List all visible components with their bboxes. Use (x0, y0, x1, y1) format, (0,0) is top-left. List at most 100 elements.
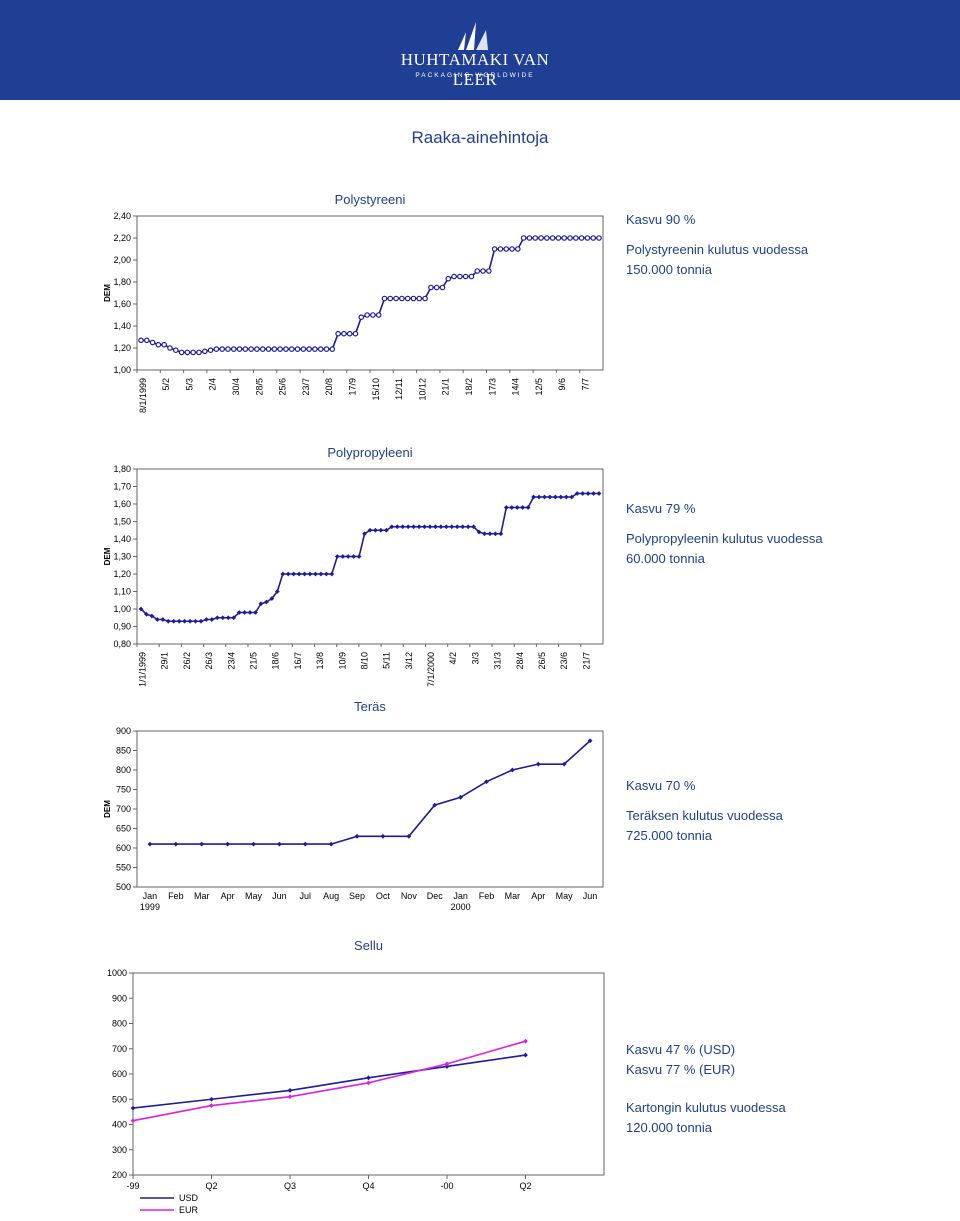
data-point (367, 527, 373, 533)
y-tick-label: 900 (116, 726, 131, 736)
data-point (587, 738, 593, 744)
note-line: Polystyreenin kulutus vuodessa (626, 242, 809, 257)
data-point (190, 349, 196, 356)
data-point (362, 531, 367, 537)
x-tick-label: 3/12 (404, 652, 414, 670)
x-tick-label: 21/7 (581, 652, 591, 670)
data-point (254, 346, 260, 352)
note-line: Polypropyleenin kulutus vuodessa (626, 531, 823, 546)
data-point (427, 524, 433, 530)
y-tick-label: 1,40 (113, 321, 131, 331)
series-line (140, 492, 599, 623)
x-tick-label: -99 (126, 1181, 139, 1191)
x-tick-label: Mar (194, 891, 210, 901)
data-point (474, 268, 481, 274)
data-point (482, 531, 487, 537)
data-point (520, 505, 526, 510)
x-tick-label: Oct (376, 891, 391, 901)
x-tick-label: Feb (479, 891, 495, 901)
data-point (558, 494, 564, 500)
data-point (144, 611, 149, 617)
data-point (280, 571, 286, 577)
data-point (428, 284, 434, 291)
data-point (509, 505, 515, 510)
data-point (375, 312, 382, 318)
x-tick-label: Jan (143, 891, 158, 901)
plot-frame (132, 972, 605, 1176)
data-point (460, 524, 466, 530)
y-tick-label: 800 (112, 1019, 127, 1029)
data-point (561, 761, 567, 767)
y-axis-label: DEM (103, 547, 112, 565)
y-tick-label: 2,40 (113, 211, 131, 221)
steel-chart: Teräs 500 550 600 650 700 750 800 850 900 DEM Jan Fe… (103, 699, 604, 912)
data-point (176, 618, 182, 624)
data-point (352, 330, 359, 337)
x-tick-label: Dec (427, 891, 444, 901)
x-tick-label: 8/1/1999 (138, 378, 148, 413)
data-point (509, 767, 515, 773)
data-point (411, 524, 417, 530)
x-tick-label: Jun (583, 891, 598, 901)
data-point (201, 348, 208, 355)
data-point (578, 235, 585, 241)
data-point (225, 346, 231, 352)
data-point (149, 613, 155, 619)
data-point (323, 571, 329, 577)
x-tick-label: 5/11 (382, 652, 392, 669)
x-tick-label: 12/5 (534, 378, 544, 396)
data-point (173, 841, 179, 847)
data-point (147, 841, 153, 847)
data-point (520, 235, 527, 241)
data-point (313, 571, 318, 577)
note-line: Teräksen kulutus vuodessa (626, 808, 783, 823)
data-point (264, 599, 269, 605)
y-tick-label: 1,50 (113, 517, 131, 527)
data-point (439, 284, 446, 291)
data-point (199, 841, 205, 847)
data-point (291, 571, 297, 577)
data-point (387, 295, 394, 302)
data-point (393, 295, 399, 302)
data-point (184, 349, 191, 356)
data-point (346, 330, 353, 337)
data-point (366, 1080, 371, 1086)
x-tick-label: 18/2 (464, 378, 474, 396)
x-tick-label: Apr (221, 891, 235, 901)
sail-logo-icon (458, 22, 488, 50)
data-point (476, 529, 482, 535)
y-tick-label: 2,20 (113, 233, 131, 243)
data-point (161, 341, 167, 348)
data-point (149, 339, 156, 346)
note-polystyrene: Kasvu 90 % Polystyreenin kulutus vuodess… (626, 210, 808, 280)
data-point (329, 571, 335, 577)
y-tick-label: 550 (116, 863, 131, 873)
data-point (445, 275, 452, 282)
data-point (307, 571, 313, 577)
data-point (584, 235, 591, 241)
data-point (561, 235, 568, 241)
data-point (399, 295, 405, 302)
x-tick-label: 17/3 (487, 378, 497, 396)
data-point (154, 617, 160, 622)
data-point (465, 524, 471, 530)
data-point (345, 554, 351, 559)
data-point (271, 346, 278, 352)
x-tick-label: 10/12 (417, 378, 427, 401)
data-point (302, 841, 308, 847)
data-point (130, 1105, 136, 1111)
note-pulp: Kasvu 47 % (USD) Kasvu 77 % (EUR) Karton… (626, 1040, 786, 1138)
brand-tagline: PACKAGING WORLDWIDE (415, 72, 535, 79)
data-point (532, 235, 539, 241)
data-point (535, 761, 541, 767)
data-point (231, 615, 237, 621)
data-point (193, 618, 198, 624)
x-tick-label: 23/6 (559, 652, 569, 670)
x-tick-label: Mar (505, 891, 521, 901)
y-tick-label: 1,80 (113, 464, 131, 474)
chart-title: Teräs (354, 699, 386, 714)
data-point (198, 618, 204, 624)
x-tick-label: 15/10 (371, 378, 381, 401)
data-point (225, 615, 231, 621)
data-point (329, 346, 336, 352)
